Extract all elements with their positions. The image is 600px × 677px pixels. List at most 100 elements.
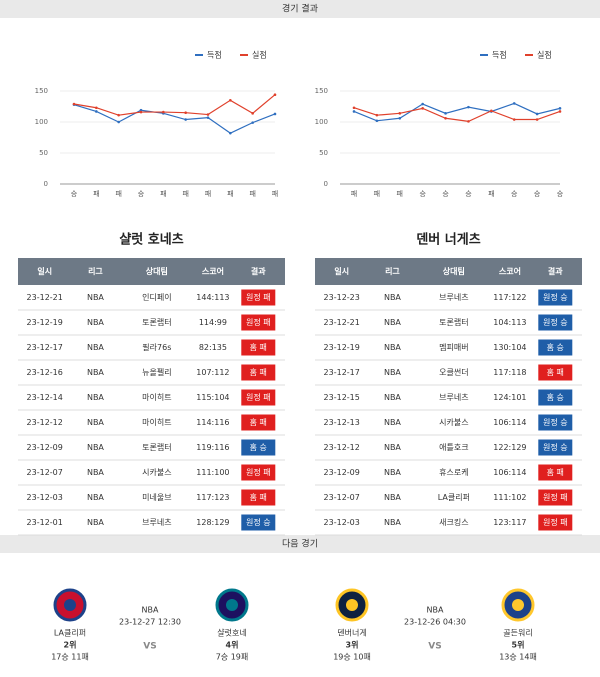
cell: 114:116 (196, 418, 229, 427)
cell: 필라76s (142, 342, 171, 352)
point (229, 131, 232, 135)
cell: 106:114 (493, 418, 526, 427)
cell: 23-12-19 (27, 318, 63, 327)
point (558, 110, 562, 113)
cell: 23-12-13 (324, 418, 360, 427)
point (444, 112, 447, 115)
cell: NBA (87, 393, 104, 402)
result-badge (538, 414, 573, 431)
x-tick-label: 패 (272, 189, 278, 198)
cell: 23-12-21 (324, 318, 360, 327)
cell: 23-12-15 (324, 393, 360, 402)
cell: 23-12-17 (324, 368, 360, 377)
cell: 23-12-21 (27, 293, 63, 302)
cell: 23-12-12 (27, 418, 63, 427)
x-tick-label: 승 (511, 190, 518, 198)
point (512, 118, 516, 121)
column-header: 일시 (37, 266, 52, 276)
cell: 104:113 (493, 318, 526, 327)
column-header: 결과 (251, 266, 266, 276)
cell: LA클리퍼 (438, 493, 470, 502)
cell: 123:117 (493, 518, 526, 527)
cell: 애틀호크 (439, 443, 468, 452)
point (375, 113, 379, 117)
x-tick-label: 승 (534, 190, 541, 198)
result-badge (538, 314, 573, 331)
result-badge (241, 339, 276, 356)
result: 원정 패 (543, 492, 568, 502)
cell: 23-12-09 (27, 443, 63, 452)
cell: 23-12-23 (324, 293, 360, 302)
cell: NBA (87, 518, 104, 527)
result-badge (241, 489, 276, 506)
result-badge (538, 514, 573, 531)
x-tick-label: 승 (71, 190, 78, 198)
point (206, 113, 210, 116)
cell: NBA (384, 318, 401, 327)
team-rank: 4위 (226, 640, 239, 650)
point (535, 112, 539, 116)
header-title: 경기 결과 (282, 3, 318, 15)
result: 원정 승 (543, 417, 568, 427)
cell: NBA (87, 368, 104, 377)
result-badge (241, 464, 276, 481)
series-line (73, 94, 276, 116)
point (398, 116, 402, 120)
legend-label: 실점 (252, 50, 267, 60)
cell: NBA (87, 493, 104, 502)
result: 원정 패 (246, 292, 271, 302)
legend-label: 득점 (492, 50, 507, 60)
cell: 23-12-01 (27, 518, 63, 527)
vs: VS (428, 642, 441, 652)
next-bar (0, 535, 600, 553)
point (251, 121, 254, 124)
cell: 124:101 (493, 393, 526, 402)
cell: 23-12-09 (324, 468, 360, 477)
team-logo-inner (512, 599, 524, 611)
cell: 23-12-03 (27, 493, 63, 502)
result: 홈 승 (250, 442, 267, 452)
cell: 23-12-07 (27, 468, 63, 477)
point (512, 102, 516, 105)
result-badge (538, 339, 573, 356)
result-badge (538, 289, 573, 306)
cell: 토론랩터 (142, 443, 171, 452)
cell: 시카불스 (439, 417, 468, 427)
cell: 뉴올펠리 (142, 367, 171, 377)
cell: 미네울브 (142, 493, 171, 502)
column-header: 일시 (334, 266, 349, 276)
team-logo-inner (346, 599, 358, 611)
result: 원정 승 (543, 317, 568, 327)
cell: 117:118 (493, 368, 526, 377)
result: 원정 패 (246, 317, 271, 327)
league: NBA (142, 606, 159, 615)
x-tick-label: 패 (93, 189, 99, 198)
result-badge (241, 289, 276, 306)
legend-label: 득점 (207, 50, 222, 60)
y-tick-label: 50 (39, 149, 48, 157)
x-tick-label: 패 (115, 189, 121, 198)
cell: NBA (87, 468, 104, 477)
cell: 122:129 (493, 443, 526, 452)
cell: 130:104 (493, 343, 526, 352)
point (273, 112, 277, 116)
cell: NBA (384, 493, 401, 502)
cell: NBA (87, 443, 104, 452)
point (95, 110, 98, 113)
cell: 115:104 (196, 393, 229, 402)
cell: 82:135 (199, 343, 227, 352)
point (273, 93, 277, 97)
team-name: 덴버너게 (337, 628, 366, 638)
column-header: 리그 (88, 266, 103, 276)
cell: 23-12-19 (324, 343, 360, 352)
header-bar (0, 0, 600, 18)
cell: 23-12-16 (27, 368, 63, 377)
result: 원정 패 (543, 517, 568, 527)
cell: 23-12-12 (324, 443, 360, 452)
cell: 마이히트 (142, 417, 171, 427)
cell: 인디페이 (142, 292, 171, 302)
point (139, 110, 143, 114)
team-record: 17승 11패 (51, 652, 89, 662)
